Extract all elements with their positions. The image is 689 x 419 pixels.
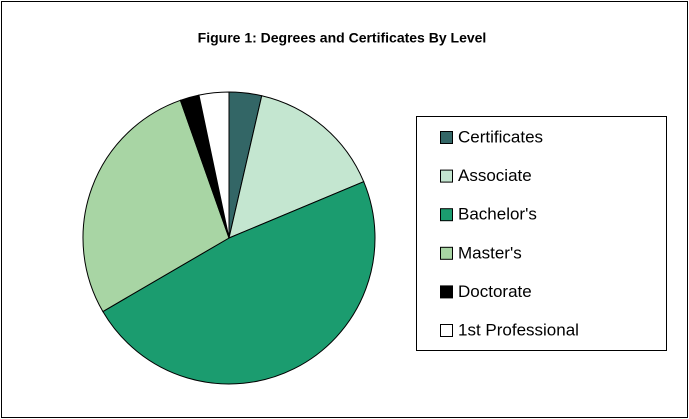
legend-label: Associate [458,166,532,185]
legend-swatch [440,169,453,183]
legend-swatch [440,246,453,260]
legend-swatch [440,208,453,222]
legend-swatch [440,324,453,337]
legend-label: Doctorate [458,282,532,301]
legend-label: Bachelor's [458,205,537,224]
legend-swatch [440,131,453,144]
legend-swatch [440,285,453,299]
pie-slice [198,91,230,239]
chart-title: Figure 1: Degrees and Certificates By Le… [198,30,487,46]
pie-slice [82,99,230,313]
legend-label: Certificates [458,127,543,146]
legend-label: Master's [458,243,522,262]
legend-label: 1st Professional [458,320,579,339]
pie-slice [102,181,376,385]
pie-slice [228,95,365,239]
legend-box [416,116,667,351]
